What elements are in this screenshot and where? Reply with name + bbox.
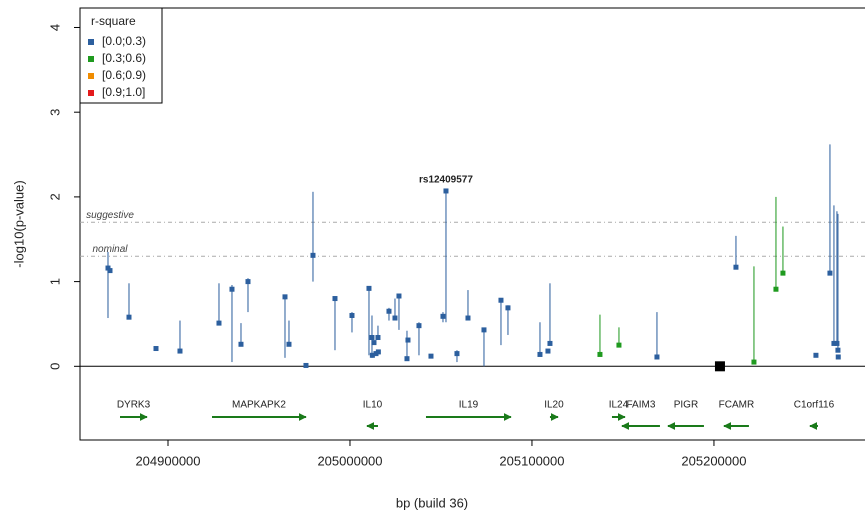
point [454, 351, 460, 357]
point [216, 320, 222, 326]
point [396, 293, 402, 299]
x-tick-label: 204900000 [135, 453, 200, 468]
y-tick-label: 3 [47, 109, 62, 116]
threshold-label: nominal [92, 244, 128, 255]
point [616, 342, 622, 348]
point [404, 356, 410, 362]
y-tick-label: 0 [47, 363, 62, 370]
y-tick-label: 4 [47, 24, 62, 31]
point [545, 348, 551, 354]
legend-box [79, 7, 163, 104]
point [597, 351, 603, 357]
gene-label: IL10 [363, 400, 383, 411]
point [369, 352, 375, 358]
point [773, 286, 779, 292]
point [245, 279, 251, 285]
point [238, 341, 244, 347]
legend-title: r-square [91, 14, 136, 28]
legend: r-square [0.0;0.3) [0.3;0.6) [0.6;0.9) [0.9;… [79, 7, 163, 104]
point [386, 308, 392, 314]
reference-marker [714, 361, 725, 372]
point [153, 346, 159, 352]
gene-label: MAPKAPK2 [232, 400, 286, 411]
point [375, 349, 381, 355]
point [831, 340, 837, 346]
point [371, 340, 377, 346]
y-axis-label: -log10(p-value) [11, 180, 26, 267]
legend-label: [0.6;0.9) [102, 68, 146, 82]
legend-swatch [88, 56, 94, 62]
point [827, 270, 833, 276]
point [405, 337, 411, 343]
point [105, 265, 111, 271]
point [537, 351, 543, 357]
y-tick-label: 2 [47, 193, 62, 200]
gene-label: C1orf116 [794, 400, 835, 411]
point [332, 296, 338, 302]
point [547, 340, 553, 346]
threshold-label: suggestive [86, 210, 134, 221]
point [286, 341, 292, 347]
point [751, 359, 757, 365]
point [481, 327, 487, 333]
lead-snp-label: rs12409577 [419, 175, 473, 186]
point [654, 354, 660, 360]
legend-label: [0.3;0.6) [102, 51, 146, 65]
point [369, 335, 375, 341]
gene-label: DYRK3 [117, 400, 151, 411]
gene-label: FCAMR [719, 400, 755, 411]
point [366, 285, 372, 291]
point [465, 315, 471, 321]
y-tick-label: 1 [47, 278, 62, 285]
x-axis-label: bp (build 36) [396, 495, 468, 510]
x-tick-label: 205100000 [499, 453, 564, 468]
legend-label: [0.9;1.0] [102, 85, 145, 99]
point [443, 188, 449, 194]
point [780, 270, 786, 276]
point [416, 323, 422, 329]
legend-swatch [88, 90, 94, 96]
point [177, 348, 183, 354]
gene-label: PIGR [674, 400, 698, 411]
gene-label: IL24 [609, 400, 629, 411]
point [107, 268, 113, 274]
point [428, 353, 434, 359]
point [349, 312, 355, 318]
point [498, 297, 504, 303]
gene-label: IL20 [544, 400, 564, 411]
plot-frame [79, 7, 865, 441]
point [229, 286, 235, 292]
gene-label: IL19 [459, 400, 479, 411]
legend-swatch [88, 73, 94, 79]
point [813, 352, 819, 358]
point [392, 315, 398, 321]
point [835, 354, 841, 360]
point [310, 252, 316, 258]
x-tick-label: 205200000 [681, 453, 746, 468]
point [733, 264, 739, 270]
point [834, 340, 840, 346]
point [126, 314, 132, 320]
point [375, 335, 381, 341]
point [303, 362, 309, 368]
x-tick-label: 205000000 [317, 453, 382, 468]
point [282, 294, 288, 300]
point [505, 305, 511, 311]
point [835, 347, 841, 353]
gene-label: FAIM3 [627, 400, 656, 411]
point [440, 313, 446, 319]
legend-label: [0.0;0.3) [102, 34, 146, 48]
legend-swatch [88, 39, 94, 45]
